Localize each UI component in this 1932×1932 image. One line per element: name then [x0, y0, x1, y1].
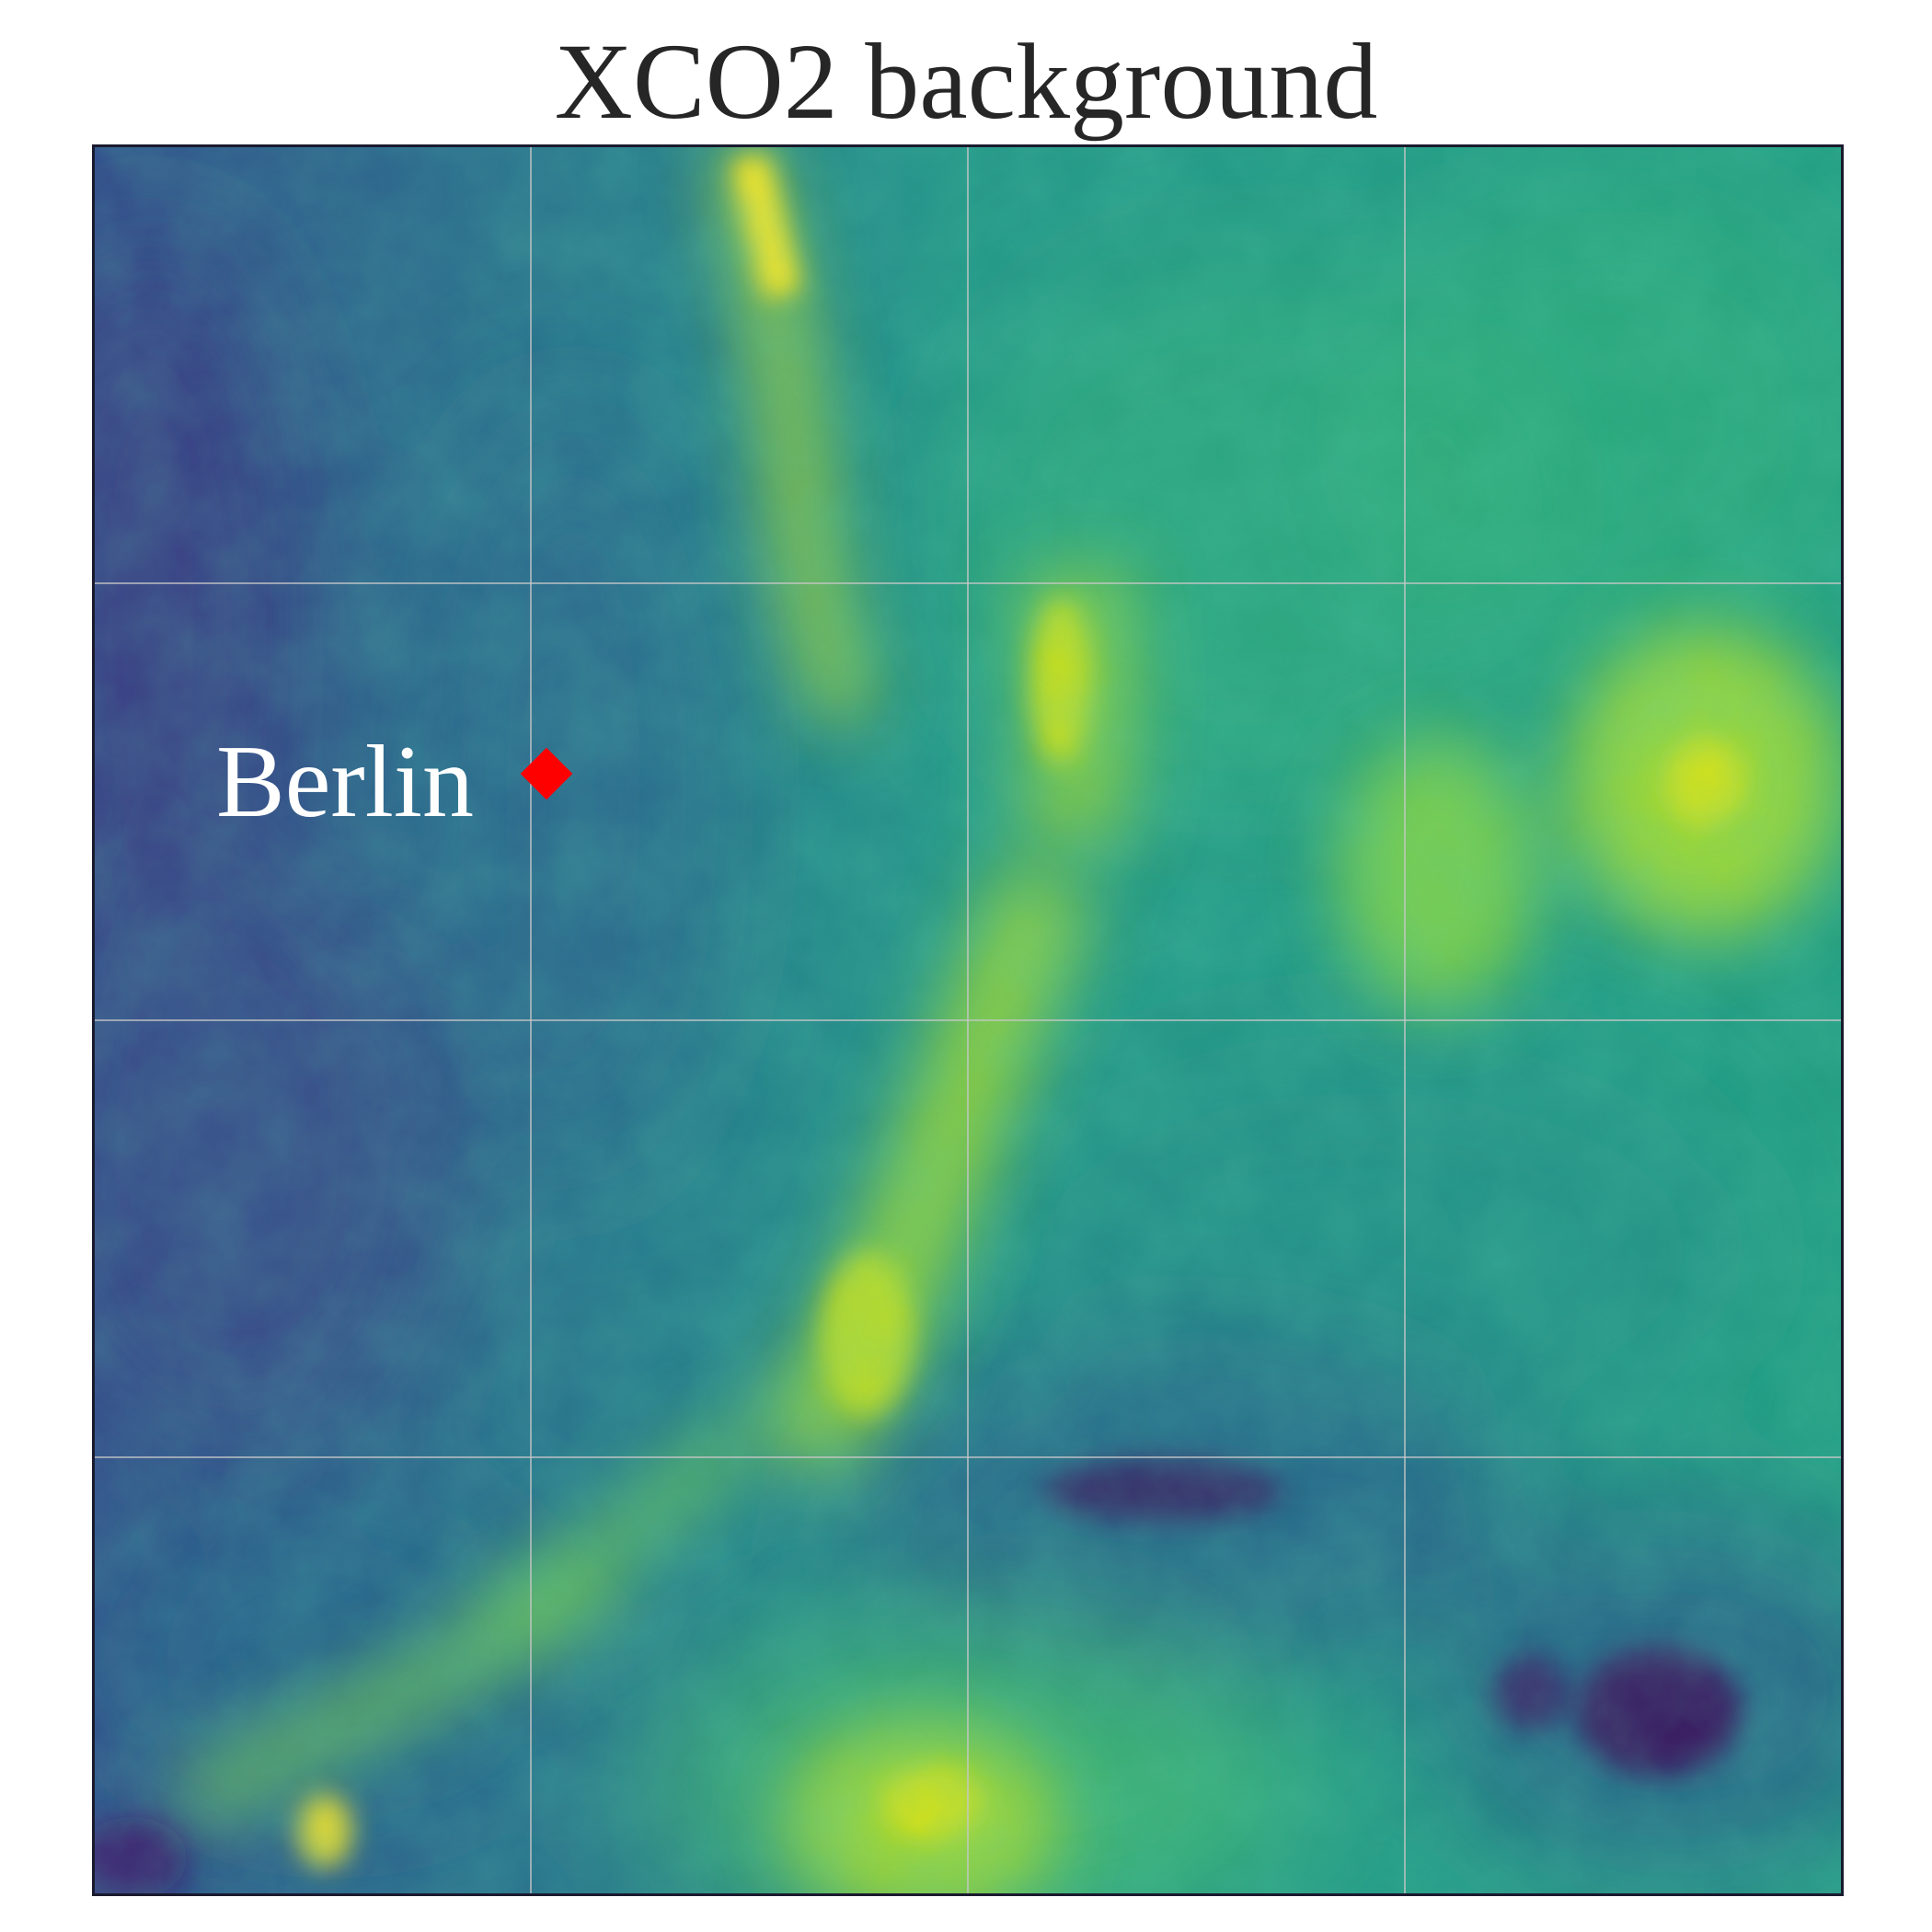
xco2-field — [95, 147, 1841, 1893]
map-title: XCO2 background — [554, 21, 1378, 142]
city-label-berlin: Berlin — [216, 725, 474, 839]
map-gridlines — [95, 147, 1841, 1893]
xco2-map-panel: Berlin — [92, 144, 1844, 1896]
